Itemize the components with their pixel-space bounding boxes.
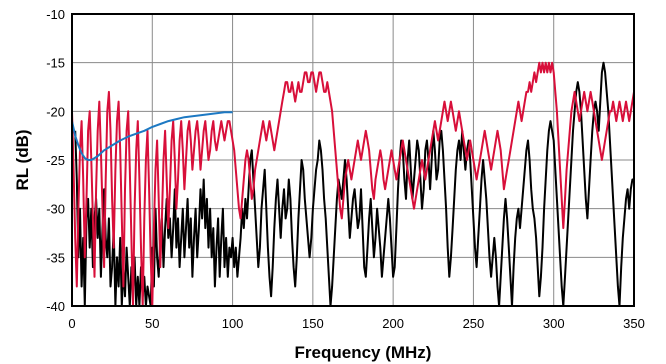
plot-frame — [71, 13, 635, 307]
x-tick-label: 200 — [382, 316, 404, 331]
series-line-1 — [74, 61, 634, 307]
y-tick-label: -30 — [46, 202, 65, 217]
x-tick-label: 250 — [463, 316, 485, 331]
x-axis-title: Frequency (MHz) — [295, 343, 432, 362]
x-axis-ticks: 0 50 100 150 200 250 300 350 — [68, 316, 644, 331]
series-layer — [71, 61, 635, 307]
y-tick-label: -15 — [46, 56, 65, 71]
y-axis-title: RL (dB) — [13, 129, 32, 190]
y-tick-label: -40 — [46, 299, 65, 314]
x-tick-label: 350 — [623, 316, 645, 331]
x-tick-label: 50 — [145, 316, 159, 331]
x-tick-label: 100 — [222, 316, 244, 331]
x-tick-label: 300 — [543, 316, 565, 331]
series-line-2 — [71, 61, 635, 307]
y-tick-label: -20 — [46, 104, 65, 119]
y-tick-label: -25 — [46, 153, 65, 168]
y-axis-ticks: -10 -15 -20 -25 -30 -35 -40 — [46, 7, 65, 314]
x-tick-label: 150 — [302, 316, 324, 331]
series-line-3 — [71, 111, 233, 161]
y-tick-label: -10 — [46, 7, 65, 22]
x-tick-label: 0 — [68, 316, 75, 331]
y-tick-label: -35 — [46, 250, 65, 265]
